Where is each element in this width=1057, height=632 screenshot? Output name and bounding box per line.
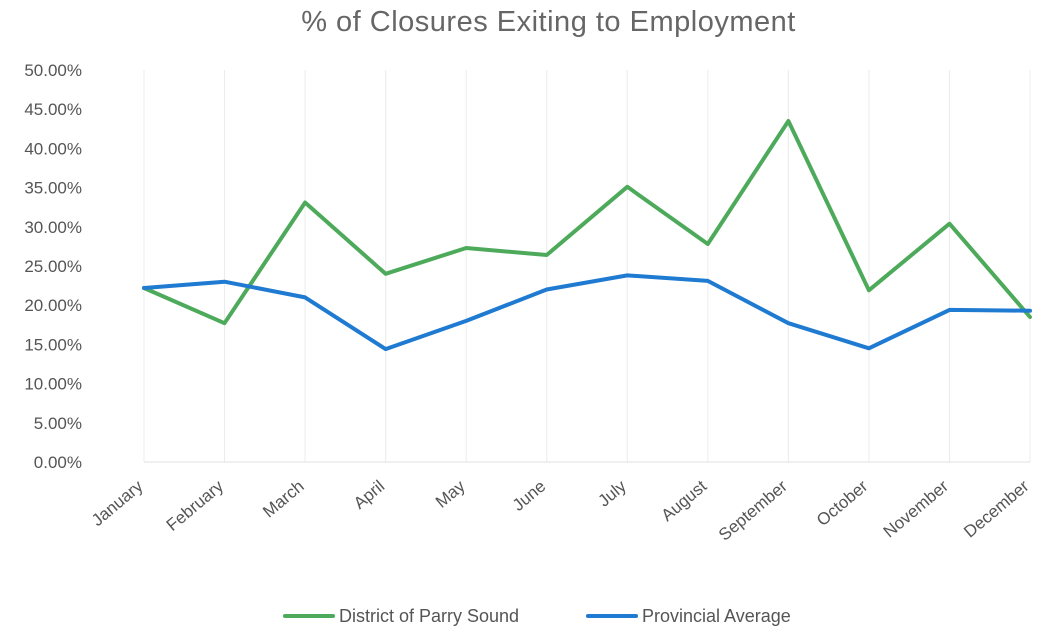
x-tick-label: August	[658, 476, 711, 525]
y-tick-label: 35.00%	[24, 179, 82, 198]
series-line-provincial-average	[142, 273, 1032, 352]
x-tick-label: September	[715, 476, 791, 544]
y-tick-label: 25.00%	[24, 257, 82, 276]
x-tick-label: April	[350, 477, 388, 513]
x-tick-label: January	[88, 476, 147, 530]
y-tick-label: 0.00%	[34, 453, 82, 472]
legend-item: District of Parry Sound	[283, 606, 519, 626]
x-tick-label: November	[880, 476, 953, 541]
legend-item: Provincial Average	[586, 606, 791, 626]
y-tick-label: 30.00%	[24, 218, 82, 237]
y-tick-label: 5.00%	[34, 414, 82, 433]
x-tick-label: May	[432, 476, 469, 512]
y-tick-label: 45.00%	[24, 100, 82, 119]
x-tick-label: October	[813, 476, 872, 530]
legend-label: District of Parry Sound	[339, 606, 519, 626]
y-tick-label: 10.00%	[24, 375, 82, 394]
y-tick-label: 15.00%	[24, 335, 82, 354]
x-tick-label: December	[960, 476, 1033, 541]
x-tick-label: February	[163, 476, 228, 535]
series-line-district-of-parry-sound	[142, 119, 1032, 326]
x-tick-label: March	[259, 477, 307, 522]
y-tick-label: 20.00%	[24, 296, 82, 315]
y-tick-label: 50.00%	[24, 61, 82, 80]
y-tick-label: 40.00%	[24, 139, 82, 158]
legend-label: Provincial Average	[642, 606, 791, 626]
x-tick-label: June	[509, 477, 549, 515]
x-tick-label: July	[594, 476, 630, 510]
chart-title: % of Closures Exiting to Employment	[301, 6, 796, 38]
